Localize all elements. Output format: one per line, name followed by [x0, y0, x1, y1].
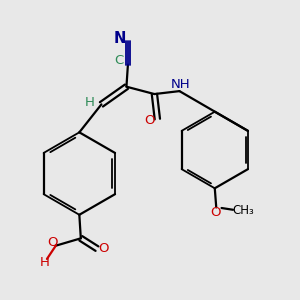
Text: CH₃: CH₃	[232, 205, 254, 218]
Text: N: N	[113, 31, 126, 46]
Text: O: O	[98, 242, 109, 254]
Text: NH: NH	[171, 78, 191, 91]
Text: C: C	[115, 54, 124, 67]
Text: H: H	[40, 256, 50, 269]
Text: H: H	[85, 95, 94, 109]
Text: O: O	[144, 114, 154, 127]
Text: O: O	[48, 236, 58, 249]
Text: O: O	[210, 206, 221, 219]
